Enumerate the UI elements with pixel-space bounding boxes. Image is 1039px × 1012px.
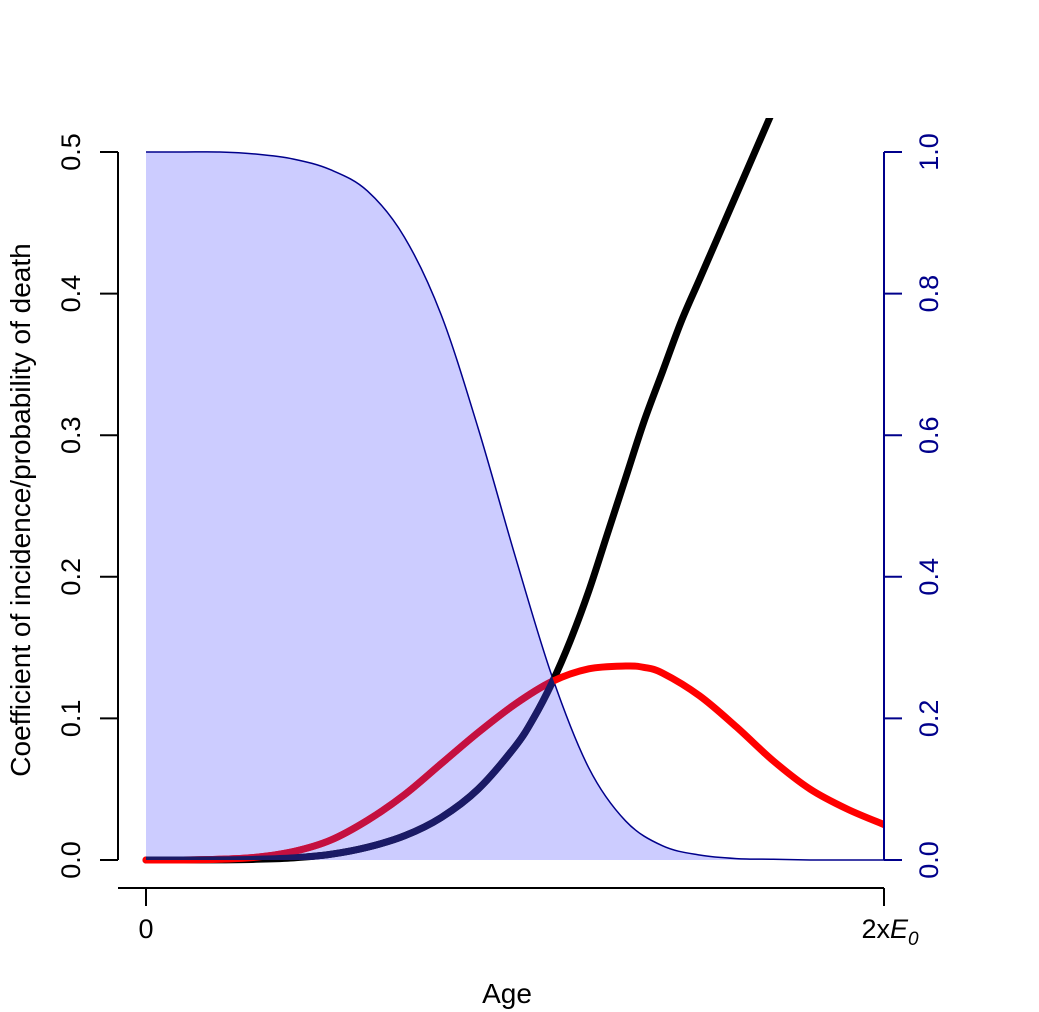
x-tick-label: 2xE0 (861, 914, 919, 950)
right-tick-label: 0.0 (914, 841, 944, 879)
left-tick-label: 0.2 (56, 558, 86, 596)
left-tick-label: 0.3 (56, 416, 86, 454)
survival-area (146, 151, 884, 861)
left-y-axis: 0.0 0.1 0.2 0.3 0.4 0.5 (56, 133, 119, 879)
survival-line (145, 151, 884, 861)
x-tick-label: 0 (138, 914, 153, 944)
right-tick-label: 0.2 (914, 700, 944, 738)
left-tick-label: 0.5 (56, 133, 86, 171)
curves-layer (142, 118, 884, 864)
x-axis-title: Age (482, 978, 532, 1009)
left-tick-label: 0.1 (56, 700, 86, 738)
right-tick-label: 1.0 (914, 133, 944, 171)
left-tick-label: 0.4 (56, 275, 86, 313)
right-tick-label: 0.8 (914, 275, 944, 313)
right-tick-label: 0.6 (914, 416, 944, 454)
right-tick-label: 0.4 (914, 558, 944, 596)
y-axis-title: Coefficient of incidence/probability of … (5, 243, 36, 776)
right-y-axis: 0.0 0.2 0.4 0.6 0.8 1.0 (883, 133, 944, 879)
left-tick-label: 0.0 (56, 841, 86, 879)
x-axis: 0 2xE0 (118, 887, 919, 950)
survival-fill-layer (145, 151, 884, 861)
